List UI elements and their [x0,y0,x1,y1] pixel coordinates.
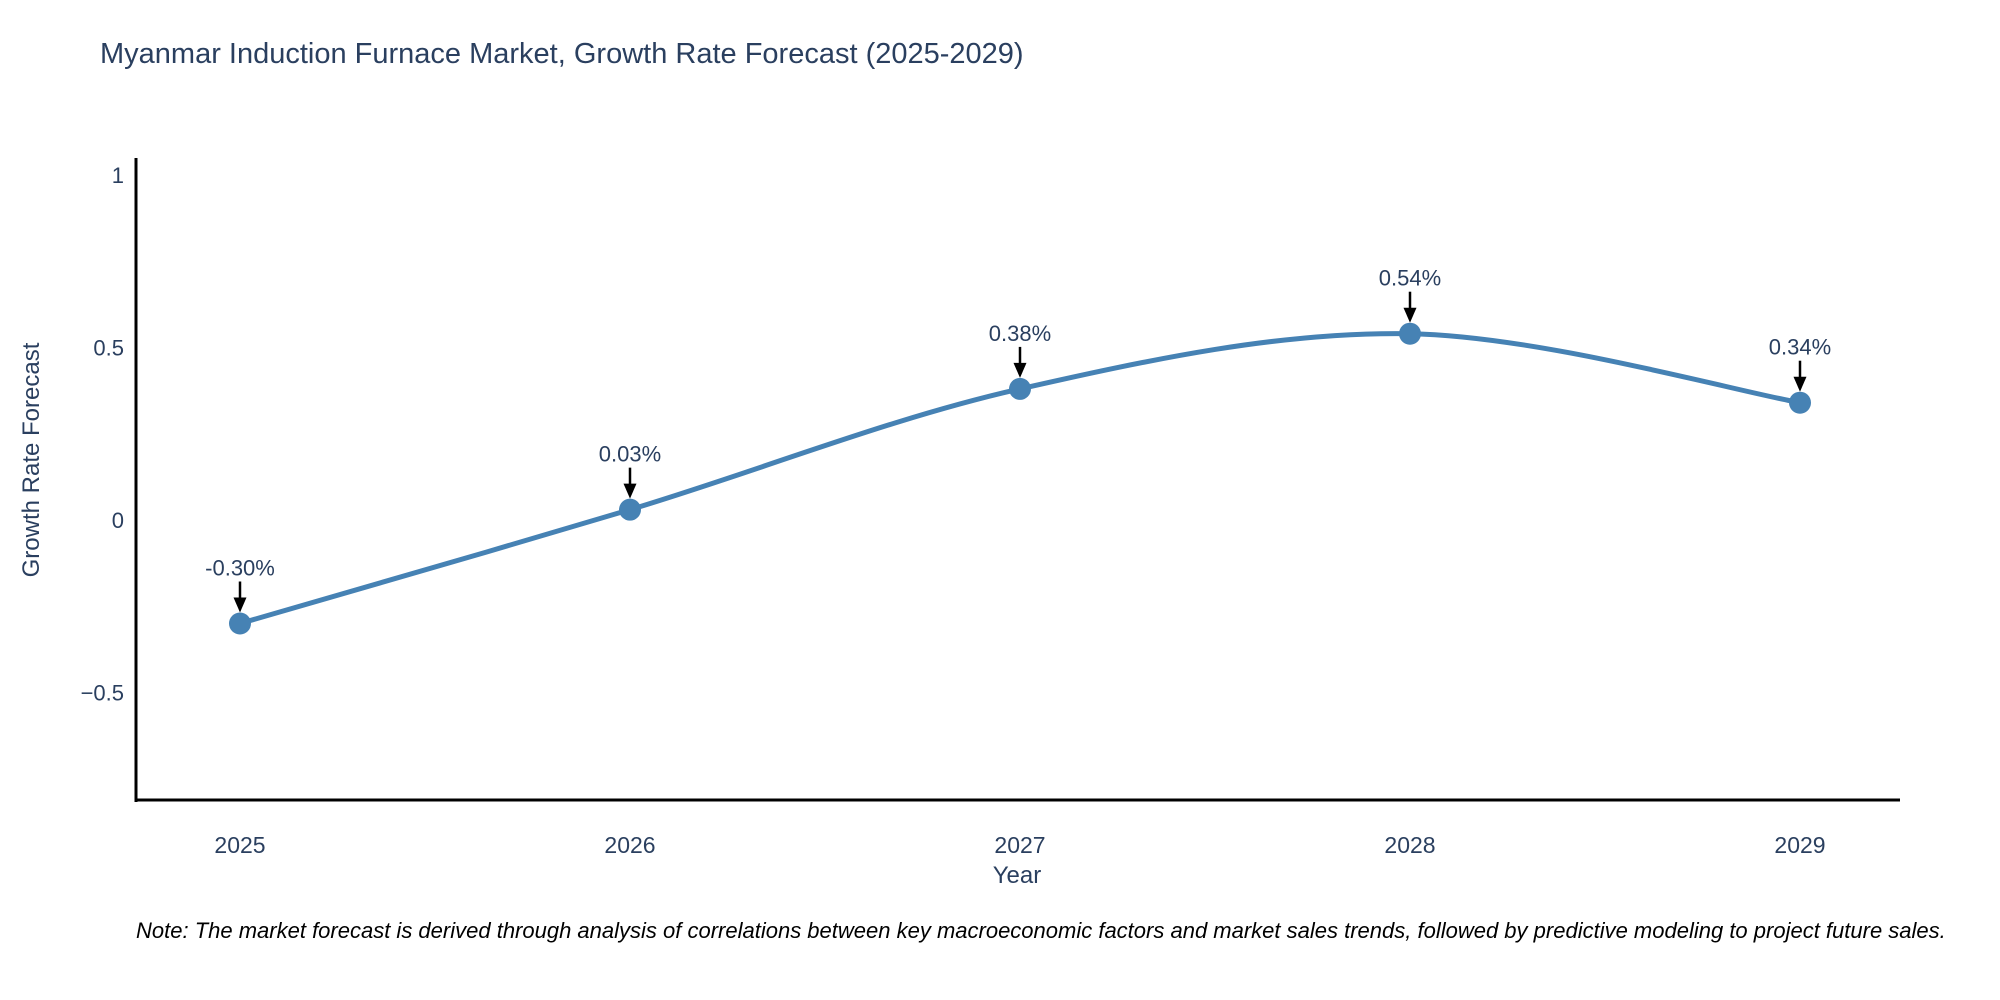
annotation-arrowhead-icon [233,597,247,613]
annotation-label: 0.03% [599,442,661,467]
x-axis-title: Year [992,862,1042,889]
chart-title: Myanmar Induction Furnace Market, Growth… [100,38,1024,70]
annotation-label: -0.30% [205,556,275,581]
x-tick-label: 2027 [994,832,1045,858]
data-point-marker [229,612,251,635]
data-point-marker [619,498,641,521]
y-tick-label: 0 [112,508,124,533]
y-tick-label: 0.5 [93,336,124,361]
data-point-marker [1009,377,1031,400]
y-tick-label: −0.5 [81,681,124,706]
annotation-label: 0.34% [1769,335,1831,360]
annotation-arrowhead-icon [1013,362,1027,378]
annotation-label: 0.38% [989,321,1051,346]
annotation-arrowhead-icon [1403,307,1417,323]
data-point-marker [1399,322,1421,345]
annotation-arrowhead-icon [623,483,637,499]
x-tick-label: 2029 [1774,832,1825,858]
y-tick-label: 1 [112,163,124,188]
x-tick-label: 2028 [1384,832,1435,858]
annotation-label: 0.54% [1379,266,1441,291]
x-tick-label: 2026 [604,832,655,858]
footnote: Note: The market forecast is derived thr… [136,918,1946,943]
annotation-arrowhead-icon [1793,376,1807,392]
data-point-marker [1789,391,1811,414]
x-tick-label: 2025 [214,832,265,858]
